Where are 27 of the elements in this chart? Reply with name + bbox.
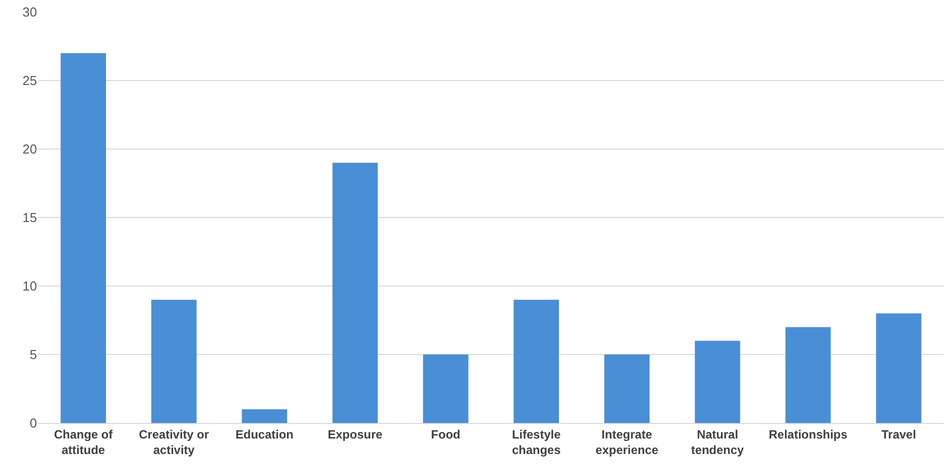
- y-tick-label: 10: [22, 278, 37, 294]
- y-tick-label: 5: [30, 347, 37, 362]
- bar: [514, 300, 559, 423]
- y-tick-label: 25: [22, 73, 37, 88]
- x-tick-label: Education: [235, 427, 294, 442]
- y-tick-label: 30: [22, 4, 37, 20]
- bar: [332, 162, 378, 423]
- bar: [60, 53, 106, 423]
- bar: [423, 354, 468, 423]
- x-tick-label: Travel: [881, 427, 916, 442]
- x-tick-label: Creativity or activity: [138, 427, 210, 457]
- x-tick-label: Lifestyle changes: [512, 427, 561, 457]
- bar: [151, 300, 197, 423]
- x-tick-label: Integrate experience: [596, 427, 659, 457]
- x-tick-label: Change of attitude: [54, 427, 114, 457]
- y-tick-label: 15: [22, 210, 37, 226]
- x-tick-label: Natural tendency: [691, 427, 744, 457]
- x-tick-label: Relationships: [768, 427, 848, 442]
- bar: [604, 354, 650, 423]
- y-tick-label: 0: [30, 416, 37, 431]
- x-tick-label: Exposure: [328, 427, 383, 442]
- bar: [876, 313, 922, 423]
- x-tick-label: Food: [431, 427, 460, 442]
- bar: [785, 327, 831, 423]
- y-tick-label: 20: [22, 142, 37, 157]
- bar: [694, 340, 740, 423]
- bar: [242, 409, 288, 423]
